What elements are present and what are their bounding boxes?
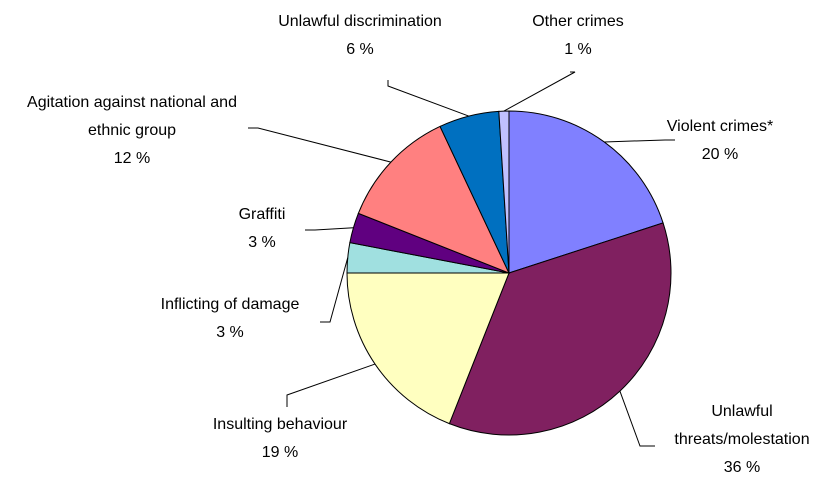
value-label: 36 % [723,459,761,476]
leader-line [248,127,392,163]
category-label: Other crimes [532,13,624,30]
pie-slice [346,272,510,425]
leader-line [503,71,576,112]
value-label: 20 % [701,146,739,163]
category-label: Graffiti [238,206,286,223]
value-label: 12 % [113,150,151,167]
slice-label: Graffiti 3 % [202,201,322,257]
value-label: 6 % [346,41,374,58]
pie-slice [508,110,664,274]
category-label: Agitation against national and ethnic gr… [27,94,237,139]
category-label: Unlawful discrimination [278,13,442,30]
category-label: Violent crimes* [666,118,774,135]
leader-line [286,363,376,407]
category-label: Insulting behaviour [212,416,348,433]
slice-label: Other crimes 1 % [503,8,653,64]
slice-label: Violent crimes* 20 % [620,113,820,169]
slice-label: Insulting behaviour 19 % [180,411,380,467]
value-label: 19 % [261,444,299,461]
value-label: 3 % [248,234,276,251]
leader-line [619,390,655,447]
value-label: 1 % [564,41,592,58]
value-label: 3 % [216,324,244,341]
category-label: Inflicting of damage [160,296,300,313]
leader-line [604,139,675,143]
category-label: Unlawful threats/molestation [674,403,810,448]
slice-label: Unlawful discrimination 6 % [240,8,480,64]
slice-label: Inflicting of damage 3 % [130,291,330,347]
slice-label: Unlawful threats/molestation 36 % [642,398,837,481]
leader-line [305,227,354,231]
pie-slice [498,110,510,274]
slice-label: Agitation against national and ethnic gr… [7,89,257,173]
pie-slice [448,222,672,436]
leader-line [387,80,469,117]
leader-line [320,257,349,323]
